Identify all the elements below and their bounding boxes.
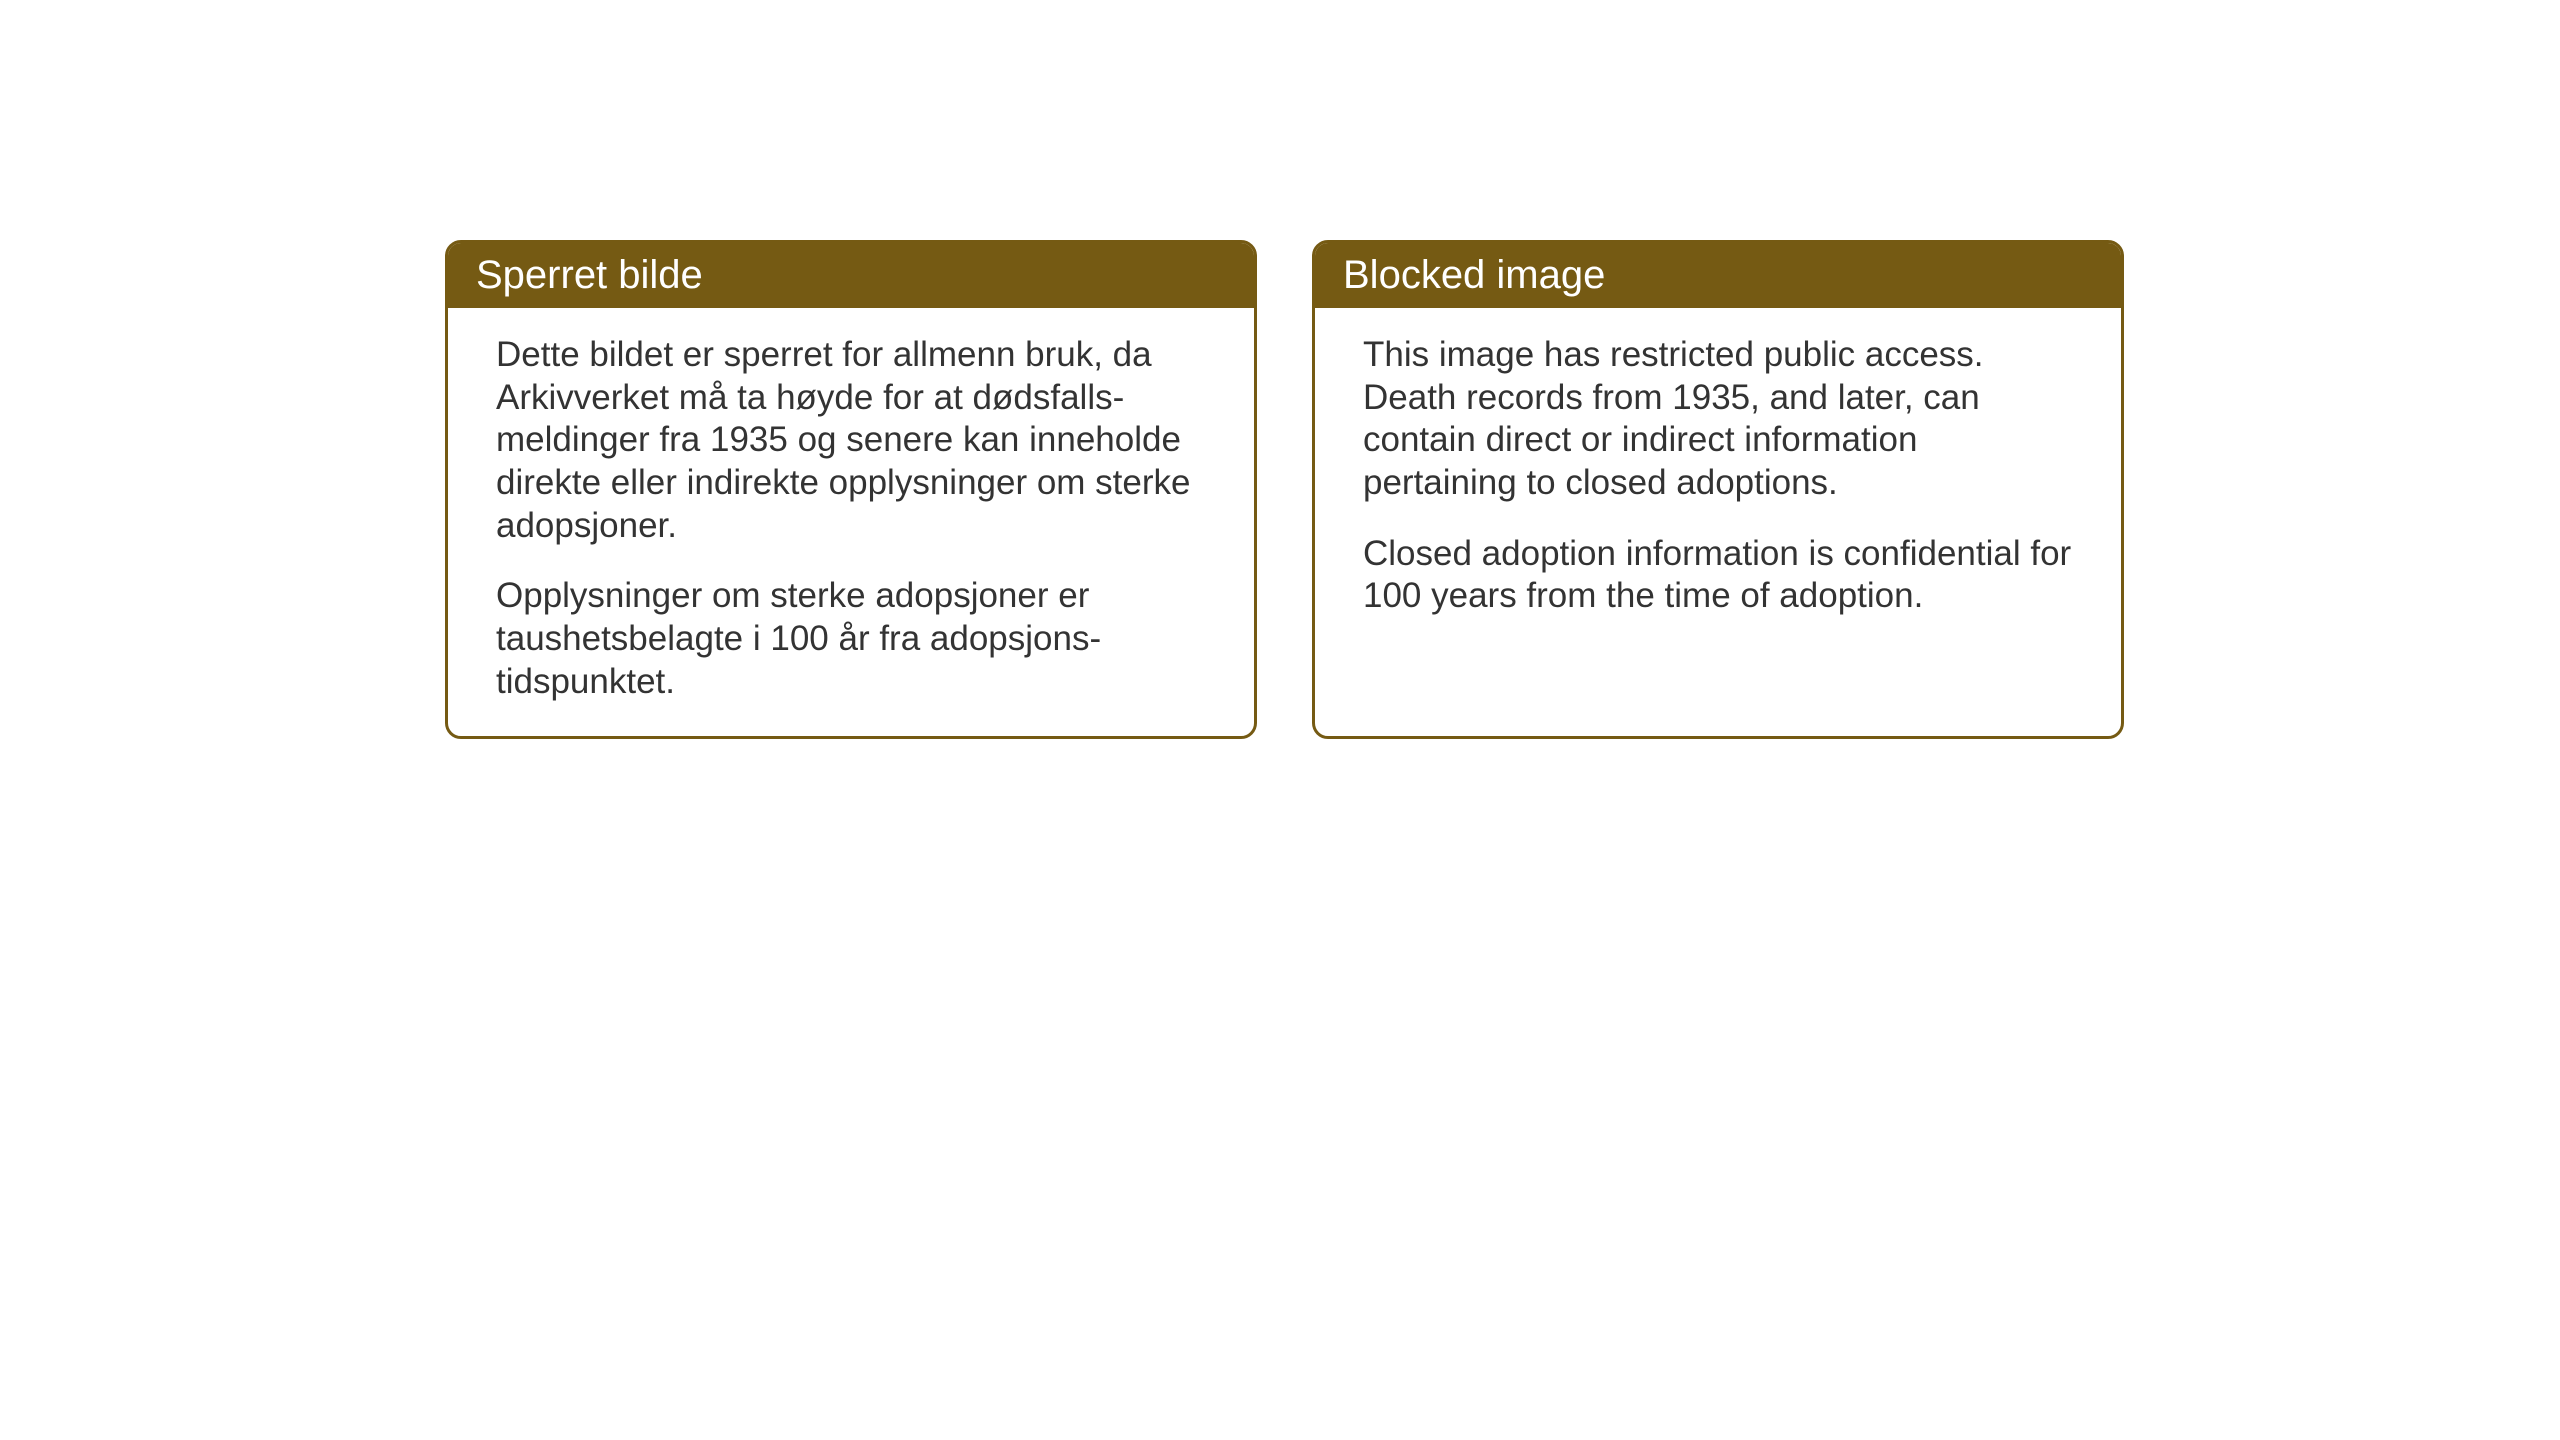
norwegian-card-header: Sperret bilde [448,243,1254,308]
english-card-title: Blocked image [1343,253,1605,297]
norwegian-paragraph-2: Opplysninger om sterke adopsjoner er tau… [496,575,1206,703]
english-card-header: Blocked image [1315,243,2121,308]
norwegian-card-body: Dette bildet er sperret for allmenn bruk… [448,308,1254,736]
english-paragraph-1: This image has restricted public access.… [1363,334,2073,505]
norwegian-card-title: Sperret bilde [476,253,703,297]
notice-container: Sperret bilde Dette bildet er sperret fo… [445,240,2124,739]
norwegian-notice-card: Sperret bilde Dette bildet er sperret fo… [445,240,1257,739]
norwegian-paragraph-1: Dette bildet er sperret for allmenn bruk… [496,334,1206,547]
english-card-body: This image has restricted public access.… [1315,308,2121,650]
english-paragraph-2: Closed adoption information is confident… [1363,533,2073,618]
english-notice-card: Blocked image This image has restricted … [1312,240,2124,739]
